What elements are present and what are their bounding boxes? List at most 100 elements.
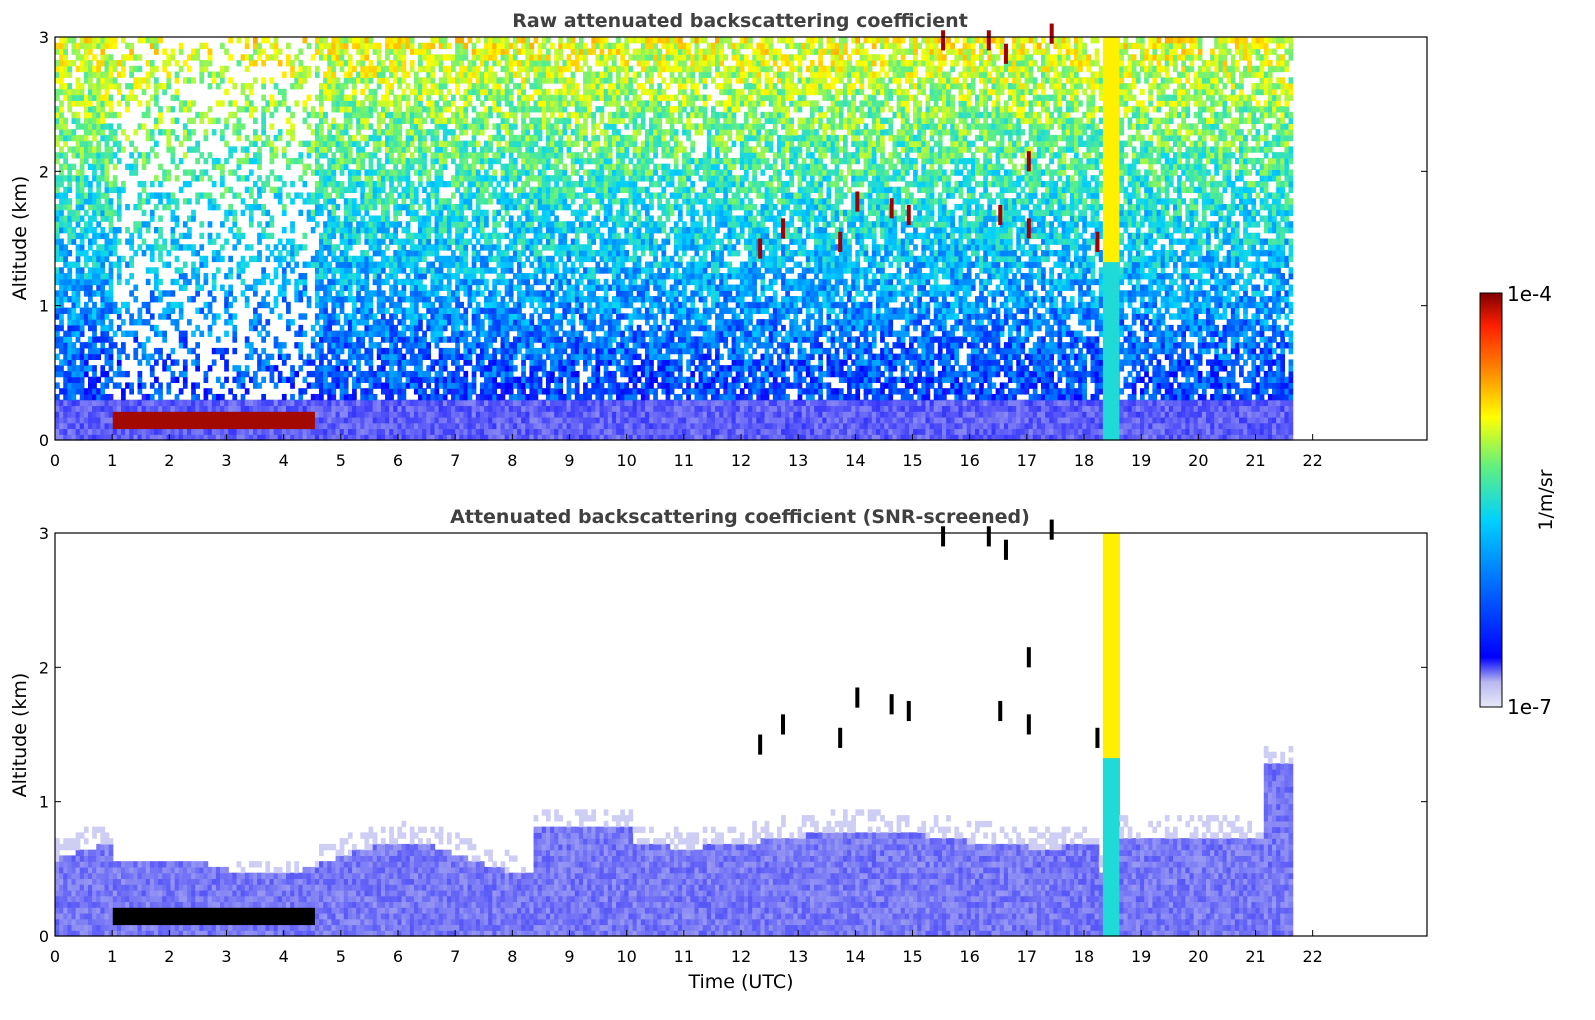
- heatmap-cell: [170, 54, 176, 61]
- heatmap-cell: [137, 428, 143, 435]
- heatmap-cell: [79, 140, 85, 147]
- heatmap-cell: [67, 215, 73, 222]
- heatmap-cell: [121, 347, 126, 355]
- heatmap-cell: [376, 77, 382, 84]
- heatmap-cell: [199, 405, 205, 412]
- heatmap-cell: [418, 238, 423, 245]
- heatmap-cell: [422, 198, 427, 205]
- heatmap-cell: [129, 140, 134, 147]
- heatmap-cell: [108, 123, 114, 130]
- heatmap-cell: [67, 411, 73, 418]
- heatmap-cell: [211, 129, 217, 136]
- heatmap-cell: [413, 111, 419, 119]
- heatmap-cell: [108, 376, 114, 384]
- heatmap-cell: [331, 117, 337, 124]
- heatmap-cell: [170, 411, 176, 418]
- heatmap-cell: [364, 203, 370, 211]
- heatmap-cell: [55, 238, 60, 245]
- heatmap-cell: [380, 307, 386, 314]
- heatmap-cell: [96, 267, 101, 274]
- heatmap-cell: [405, 157, 411, 165]
- heatmap-cell: [368, 301, 374, 309]
- heatmap-cell: [488, 405, 493, 412]
- heatmap-cell: [224, 347, 229, 355]
- heatmap-cell: [364, 399, 370, 407]
- heatmap-cell: [376, 324, 382, 332]
- heatmap-cell: [360, 37, 366, 44]
- heatmap-cell: [104, 157, 110, 165]
- heatmap-cell: [319, 152, 324, 159]
- heatmap-cell: [409, 215, 415, 222]
- heatmap-cell: [393, 100, 399, 107]
- heatmap-cell: [158, 353, 163, 360]
- heatmap-cell: [281, 284, 287, 291]
- heatmap-cell: [92, 169, 97, 176]
- heatmap-cell: [405, 232, 411, 240]
- heatmap-cell: [405, 221, 411, 228]
- heatmap-cell: [467, 411, 473, 418]
- heatmap-cell: [92, 261, 97, 268]
- heatmap-cell: [496, 209, 502, 217]
- heatmap-cell: [496, 416, 502, 424]
- heatmap-cell: [389, 232, 394, 240]
- heatmap-cell: [319, 376, 324, 384]
- heatmap-cell: [244, 261, 250, 268]
- heatmap-cell: [393, 175, 399, 182]
- heatmap-cell: [67, 261, 73, 268]
- heatmap-cell: [451, 376, 456, 384]
- heatmap-cell: [488, 244, 493, 251]
- heatmap-cell: [224, 117, 229, 124]
- heatmap-cell: [492, 94, 498, 101]
- heatmap-cell: [517, 336, 522, 343]
- heatmap-cell: [59, 221, 64, 228]
- heatmap-cell: [178, 157, 184, 165]
- heatmap-cell: [224, 157, 229, 165]
- heatmap-cell: [451, 146, 456, 153]
- heatmap-cell: [92, 399, 97, 407]
- heatmap-cell: [335, 215, 341, 222]
- heatmap-cell: [331, 382, 337, 389]
- heatmap-cell: [302, 388, 308, 395]
- heatmap-cell: [277, 255, 283, 263]
- heatmap-cell: [434, 54, 440, 61]
- heatmap-cell: [442, 65, 448, 73]
- heatmap-cell: [170, 347, 176, 355]
- heatmap-cell: [327, 169, 333, 176]
- heatmap-cell: [145, 428, 151, 435]
- heatmap-cell: [59, 284, 64, 291]
- heatmap-cell: [492, 226, 498, 234]
- heatmap-cell: [125, 382, 130, 389]
- heatmap-cell: [59, 359, 64, 366]
- heatmap-cell: [459, 428, 465, 435]
- heatmap-cell: [224, 88, 229, 96]
- heatmap-cell: [88, 180, 93, 188]
- heatmap-cell: [232, 146, 238, 153]
- heatmap-cell: [298, 175, 304, 182]
- heatmap-cell: [162, 192, 167, 199]
- heatmap-cell: [442, 54, 448, 61]
- heatmap-cell: [261, 180, 267, 188]
- heatmap-cell: [88, 129, 93, 136]
- heatmap-cell: [88, 296, 93, 303]
- heatmap-cell: [376, 273, 382, 280]
- heatmap-cell: [360, 123, 366, 130]
- heatmap-cell: [517, 192, 522, 199]
- heatmap-cell: [220, 399, 225, 407]
- heatmap-cell: [471, 54, 477, 61]
- heatmap-cell: [368, 416, 374, 424]
- heatmap-cell: [199, 117, 205, 124]
- heatmap-cell: [430, 140, 436, 147]
- heatmap-cell: [92, 146, 97, 153]
- heatmap-cell: [100, 192, 106, 199]
- heatmap-cell: [191, 54, 196, 61]
- heatmap-cell: [438, 221, 444, 228]
- heatmap-cell: [215, 422, 221, 430]
- heatmap-cell: [521, 399, 526, 407]
- heatmap-cell: [158, 422, 163, 430]
- heatmap-cell: [67, 134, 73, 142]
- heatmap-cell: [306, 434, 312, 441]
- heatmap-cell: [335, 146, 341, 153]
- heatmap-cell: [83, 405, 89, 412]
- heatmap-cell: [100, 157, 106, 165]
- heatmap-cell: [182, 411, 188, 418]
